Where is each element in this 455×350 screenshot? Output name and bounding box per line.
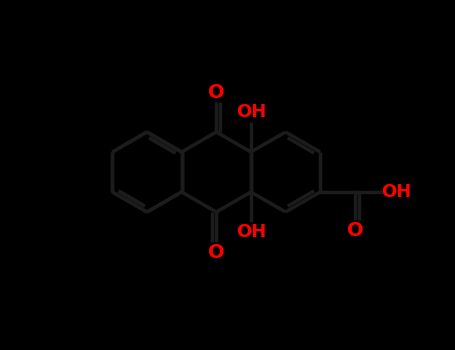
Text: OH: OH (236, 223, 266, 241)
Text: O: O (347, 220, 364, 239)
Text: OH: OH (381, 183, 411, 201)
Text: O: O (208, 243, 225, 261)
Text: O: O (208, 83, 225, 102)
Text: OH: OH (236, 103, 266, 121)
